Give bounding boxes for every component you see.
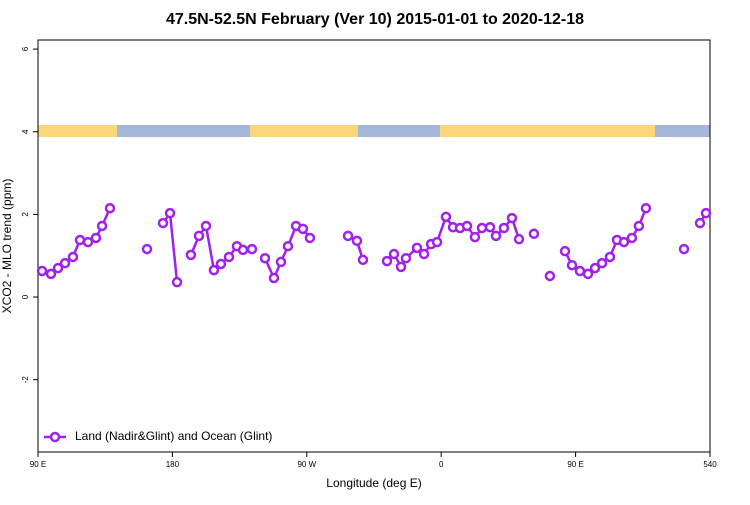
y-tick-label: 4 <box>21 129 30 134</box>
data-point <box>104 202 116 214</box>
ocean-band <box>117 125 250 137</box>
data-point <box>357 254 369 266</box>
data-point <box>388 248 400 260</box>
x-tick-label: 180 <box>166 460 180 469</box>
y-tick-label: 2 <box>21 212 30 217</box>
data-point <box>469 231 481 243</box>
data-point <box>268 272 280 284</box>
ocean-band <box>358 125 440 137</box>
legend-label: Land (Nadir&Glint) and Ocean (Glint) <box>75 429 272 443</box>
data-point <box>90 232 102 244</box>
x-tick-label: 90 E <box>567 460 583 469</box>
data-point <box>96 220 108 232</box>
data-point <box>544 270 556 282</box>
data-point <box>678 243 690 255</box>
data-point <box>484 221 496 233</box>
data-point <box>200 220 212 232</box>
data-point <box>342 230 354 242</box>
data-point <box>141 243 153 255</box>
data-point <box>418 248 430 260</box>
data-point <box>596 257 608 269</box>
data-point <box>618 236 630 248</box>
data-point <box>461 220 473 232</box>
data-point <box>513 233 525 245</box>
data-point <box>157 217 169 229</box>
data-point <box>45 268 57 280</box>
data-point <box>381 255 393 267</box>
data-point <box>476 222 488 234</box>
x-tick-label: 90 E <box>30 460 46 469</box>
data-point <box>589 262 601 274</box>
x-tick-label: 0 <box>439 460 444 469</box>
data-point <box>223 251 235 263</box>
data-point <box>700 207 712 219</box>
data-point <box>36 265 48 277</box>
data-point <box>275 256 287 268</box>
data-point <box>171 276 183 288</box>
data-point <box>566 259 578 271</box>
x-axis-label: Longitude (deg E) <box>326 476 421 490</box>
plot-frame <box>37 39 711 453</box>
data-point <box>395 261 407 273</box>
data-point <box>193 230 205 242</box>
data-point <box>215 258 227 270</box>
chart-title: 47.5N-52.5N February (Ver 10) 2015-01-01… <box>166 11 584 28</box>
y-tick-label: 0 <box>21 294 30 299</box>
data-point <box>604 251 616 263</box>
y-axis-label: XCO2 - MLO trend (ppm) <box>0 179 14 314</box>
data-point <box>304 232 316 244</box>
data-point <box>431 236 443 248</box>
data-point <box>559 245 571 257</box>
x-tick-label: 90 W <box>297 460 316 469</box>
data-point <box>52 262 64 274</box>
data-point <box>82 236 94 248</box>
data-point <box>506 212 518 224</box>
data-point <box>246 243 258 255</box>
land-band <box>250 125 358 137</box>
data-point <box>411 242 423 254</box>
data-point <box>440 211 452 223</box>
data-point <box>164 207 176 219</box>
data-point <box>297 223 309 235</box>
data-point <box>633 220 645 232</box>
y-tick-label: -2 <box>21 376 30 384</box>
data-point <box>237 244 249 256</box>
data-point <box>626 232 638 244</box>
data-point <box>694 217 706 229</box>
data-point <box>208 264 220 276</box>
legend-marker <box>49 431 61 443</box>
data-point <box>67 251 79 263</box>
data-point <box>498 222 510 234</box>
data-point <box>528 228 540 240</box>
data-point <box>490 230 502 242</box>
land-ocean-band <box>38 125 710 137</box>
data-point <box>259 252 271 264</box>
ocean-band <box>655 125 710 137</box>
data-point <box>59 257 71 269</box>
data-point <box>582 268 594 280</box>
data-point <box>185 249 197 261</box>
data-point <box>574 265 586 277</box>
data-point <box>640 202 652 214</box>
land-band <box>440 125 655 137</box>
data-point <box>400 252 412 264</box>
x-tick-label: 540 <box>703 460 717 469</box>
data-point <box>74 234 86 246</box>
data-point <box>282 240 294 252</box>
y-tick-label: 6 <box>21 46 30 51</box>
land-band <box>38 125 117 137</box>
data-point <box>351 235 363 247</box>
